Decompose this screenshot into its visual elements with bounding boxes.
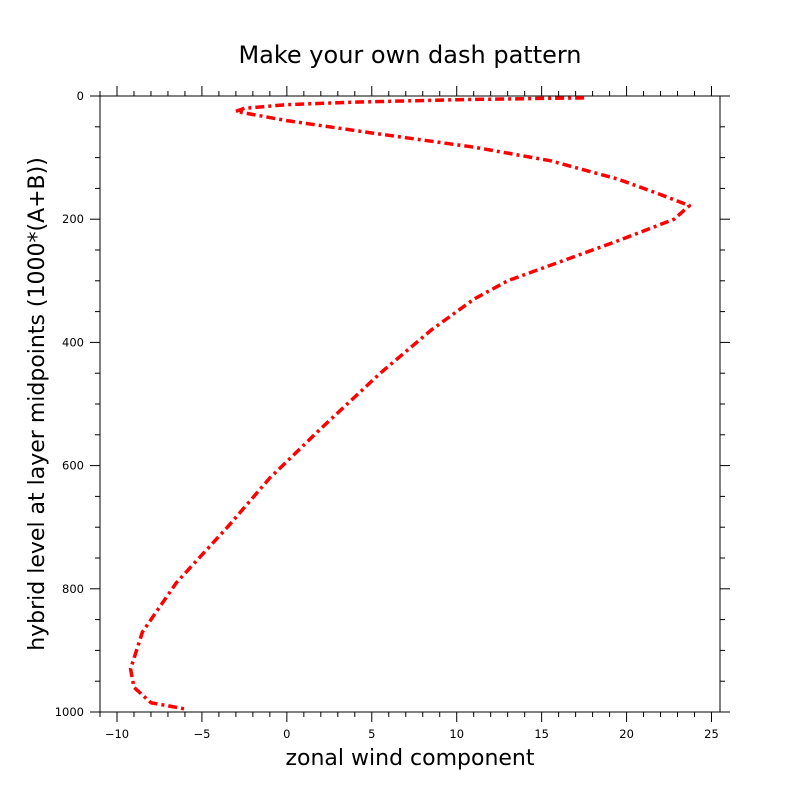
x-tick-label: 25 — [704, 727, 719, 741]
axis-tick-labels: −10 −5 0 5 10 15 20 25 0 200 400 600 800 1000 — [55, 89, 719, 741]
chart-title: Make your own dash pattern — [238, 41, 581, 69]
x-tick-label: 0 — [283, 727, 290, 741]
x-tick-label: −10 — [105, 727, 129, 741]
x-tick-label: −5 — [193, 727, 210, 741]
y-axis-label: hybrid level at layer midpoints (1000*(A… — [25, 157, 50, 651]
y-tick-label: 400 — [62, 335, 84, 349]
y-tick-label: 800 — [62, 582, 84, 596]
x-tick-label: 20 — [619, 727, 634, 741]
series-line-zonal-wind — [128, 96, 692, 711]
x-tick-label: 15 — [534, 727, 549, 741]
y-tick-label: 1000 — [55, 705, 84, 719]
axis-ticks — [90, 86, 730, 722]
x-axis-label: zonal wind component — [285, 746, 534, 771]
y-tick-label: 0 — [77, 89, 84, 103]
plot-frame — [99, 95, 721, 713]
x-tick-label: 10 — [449, 727, 464, 741]
x-tick-label: 5 — [368, 727, 375, 741]
y-tick-label: 600 — [62, 459, 84, 473]
y-tick-label: 200 — [62, 212, 84, 226]
